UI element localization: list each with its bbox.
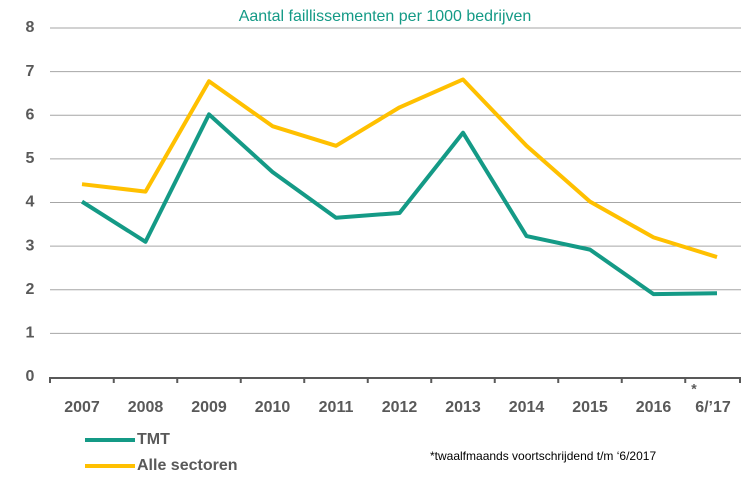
x-tick-label: 2013 <box>445 399 481 416</box>
x-tick-label: 2009 <box>191 399 227 416</box>
legend-label: Alle sectoren <box>137 457 237 474</box>
x-tick-label: 2012 <box>382 399 418 416</box>
footnote: *twaalfmaands voortschrijdend t/m ‘6/201… <box>430 449 656 463</box>
legend-label: TMT <box>137 431 170 448</box>
series-line <box>80 112 718 297</box>
x-tick-label: 2007 <box>64 399 100 416</box>
y-tick-label: 6 <box>26 106 35 123</box>
x-tick-label: 2010 <box>255 399 291 416</box>
chart-title: Aantal faillissementen per 1000 bedrijve… <box>239 8 532 25</box>
x-tick-label: 2016 <box>636 399 672 416</box>
series-line <box>81 77 718 259</box>
y-tick-label: 2 <box>26 281 35 298</box>
y-tick-label: 0 <box>26 368 35 385</box>
x-tick-label: 2011 <box>319 399 354 416</box>
y-tick-label: 8 <box>26 19 35 36</box>
y-tick-label: 3 <box>26 237 35 254</box>
x-tick-label: 2015 <box>572 399 608 416</box>
x-tick-label: 2014 <box>509 399 545 416</box>
x-tick-label: 2008 <box>128 399 164 416</box>
y-tick-label: 1 <box>26 325 35 342</box>
x-tick-label: 6/’17 <box>695 399 731 416</box>
y-tick-label: 5 <box>26 150 35 167</box>
annotation: * <box>691 381 697 397</box>
y-tick-label: 4 <box>26 194 35 211</box>
y-tick-label: 7 <box>26 63 35 80</box>
